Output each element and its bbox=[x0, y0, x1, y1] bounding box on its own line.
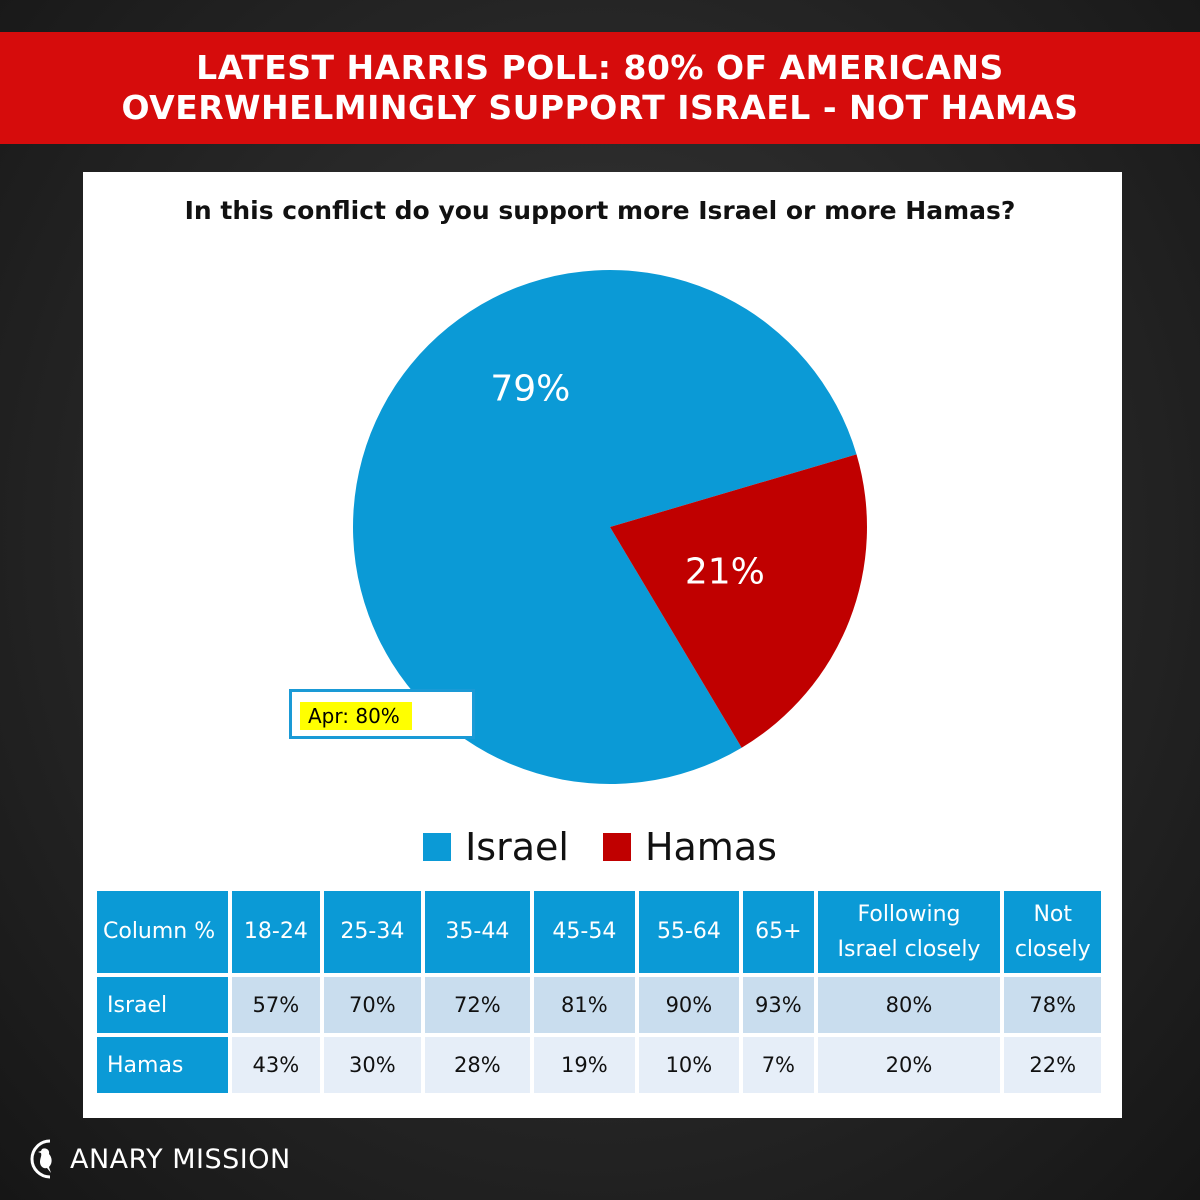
chart-title: In this conflict do you support more Isr… bbox=[184, 196, 1016, 225]
legend-item-hamas: Hamas bbox=[602, 825, 777, 869]
header-not-closely-line-1: Not bbox=[1033, 901, 1072, 927]
table-cell: 70% bbox=[324, 977, 421, 1033]
table-header-not-closely: Not closely bbox=[1004, 891, 1101, 973]
legend-label-israel: Israel bbox=[465, 825, 569, 869]
table-header-18-24: 18-24 bbox=[231, 891, 321, 973]
header-following-line-2: Israel closely bbox=[837, 937, 981, 962]
april-callout-text: Apr: 80% bbox=[300, 702, 412, 730]
table-cell: 20% bbox=[817, 1037, 1001, 1093]
table-cell: 93% bbox=[743, 977, 814, 1033]
title-banner: LATEST HARRIS POLL: 80% OF AMERICANS OVE… bbox=[0, 32, 1200, 144]
banner-title-line-1: LATEST HARRIS POLL: 80% OF AMERICANS bbox=[196, 48, 1004, 87]
table-corner-header: Column % bbox=[97, 891, 228, 973]
table-cell: 30% bbox=[324, 1037, 421, 1093]
pie-slice-hamas bbox=[610, 454, 867, 748]
table-cell: 10% bbox=[638, 1037, 740, 1093]
table-cell: 72% bbox=[424, 977, 531, 1033]
header-following-line-1: Following bbox=[857, 901, 961, 927]
table-row-label: Hamas bbox=[97, 1037, 228, 1093]
table-cell: 78% bbox=[1004, 977, 1101, 1033]
age-breakdown-table: Column % 18-24 25-34 35-44 45-54 55-64 6… bbox=[93, 887, 1105, 1097]
legend: Israel Hamas bbox=[0, 824, 1200, 870]
table-cell: 57% bbox=[231, 977, 321, 1033]
pie-slice-israel bbox=[353, 270, 857, 784]
pie-label-hamas: 21% bbox=[684, 551, 765, 593]
legend-item-israel: Israel bbox=[423, 825, 569, 869]
banner-title-line-2: OVERWHELMINGLY SUPPORT ISRAEL - NOT HAMA… bbox=[121, 88, 1079, 127]
table-cell: 81% bbox=[534, 977, 635, 1033]
table-header-55-64: 55-64 bbox=[638, 891, 740, 973]
april-callout-box: Apr: 80% bbox=[289, 689, 475, 739]
pie-label-israel: 79% bbox=[490, 368, 571, 410]
table-header-25-34: 25-34 bbox=[324, 891, 421, 973]
table-header-35-44: 35-44 bbox=[424, 891, 531, 973]
table-cell: 43% bbox=[231, 1037, 321, 1093]
table-row-label: Israel bbox=[97, 977, 228, 1033]
table-row-hamas: Hamas 43% 30% 28% 19% 10% 7% 20% 22% bbox=[97, 1037, 1101, 1093]
canary-mission-logo: ANARY MISSION bbox=[28, 1137, 291, 1181]
table-cell: 19% bbox=[534, 1037, 635, 1093]
table-header-45-54: 45-54 bbox=[534, 891, 635, 973]
table-header-65-plus: 65+ bbox=[743, 891, 814, 973]
header-not-closely-line-2: closely bbox=[1014, 937, 1091, 962]
table-header-row: Column % 18-24 25-34 35-44 45-54 55-64 6… bbox=[97, 891, 1101, 973]
table-cell: 90% bbox=[638, 977, 740, 1033]
legend-swatch-israel bbox=[423, 833, 452, 861]
legend-swatch-hamas bbox=[602, 833, 631, 861]
table-cell: 28% bbox=[424, 1037, 531, 1093]
table-header-following-closely: Following Israel closely bbox=[817, 891, 1001, 973]
table-cell: 7% bbox=[743, 1037, 814, 1093]
table-cell: 80% bbox=[817, 977, 1001, 1033]
legend-label-hamas: Hamas bbox=[644, 825, 777, 869]
logo-text: ANARY MISSION bbox=[70, 1143, 291, 1175]
canary-bird-icon bbox=[30, 1139, 52, 1179]
table-cell: 22% bbox=[1004, 1037, 1101, 1093]
table-row-israel: Israel 57% 70% 72% 81% 90% 93% 80% 78% bbox=[97, 977, 1101, 1033]
